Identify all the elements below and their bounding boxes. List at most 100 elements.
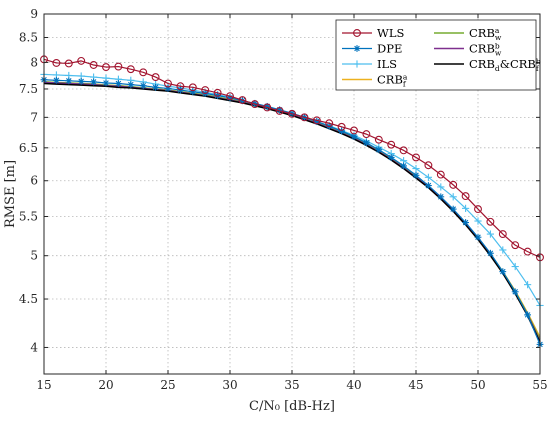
y-tick-label: 6.5	[19, 141, 38, 155]
y-tick-label: 4.5	[19, 292, 38, 306]
y-axis-ticks: 4 4.5 5 5.5 6 6.5 7 7.5 8 8.5 9	[19, 7, 540, 354]
data-point	[387, 154, 395, 161]
legend-box	[335, 19, 537, 91]
data-point	[474, 233, 482, 241]
data-point	[524, 311, 531, 319]
x-tick-label: 35	[284, 378, 299, 392]
data-point	[176, 82, 185, 91]
data-point	[449, 205, 457, 213]
data-point	[238, 96, 247, 105]
data-point	[90, 78, 97, 86]
legend-label: ILS	[377, 57, 397, 71]
data-point	[462, 219, 469, 226]
data-point	[387, 140, 396, 149]
y-tick-label: 4	[30, 340, 38, 354]
y-tick-label: 5.5	[19, 210, 38, 224]
x-axis-label: C/N₀ [dB-Hz]	[249, 399, 335, 414]
data-point	[300, 113, 309, 122]
legend-label: WLS	[377, 26, 404, 40]
data-point	[350, 126, 358, 135]
data-point	[375, 146, 383, 154]
data-point	[449, 193, 457, 201]
data-point	[363, 139, 370, 147]
y-tick-label: 9	[30, 7, 38, 21]
y-tick-label: 8.5	[19, 31, 38, 45]
data-point	[424, 161, 433, 170]
data-point	[325, 119, 334, 128]
series-lines	[40, 55, 544, 348]
y-tick-label: 6	[30, 174, 38, 188]
data-point	[449, 180, 458, 189]
data-point	[487, 249, 494, 257]
data-point	[188, 83, 197, 92]
data-point	[201, 86, 210, 95]
data-point	[312, 116, 321, 125]
data-point	[437, 193, 445, 201]
data-point	[151, 73, 160, 82]
data-point	[139, 82, 147, 90]
legend-item-2: ILS	[342, 57, 397, 71]
x-tick-label: 25	[160, 378, 175, 392]
data-point	[486, 217, 495, 226]
data-point	[437, 183, 445, 191]
data-point	[102, 79, 110, 87]
legend-label: DPE	[377, 42, 402, 56]
data-point	[511, 241, 520, 250]
legend-item-1: DPE	[342, 42, 402, 56]
data-point	[399, 146, 408, 155]
x-tick-label: 45	[408, 378, 423, 392]
data-point	[89, 61, 98, 69]
data-point	[77, 56, 86, 65]
y-axis-label: RMSE [m]	[3, 160, 18, 228]
data-point	[461, 192, 470, 201]
data-point	[412, 164, 420, 173]
x-tick-label: 30	[222, 378, 237, 392]
series-line	[43, 58, 541, 258]
data-point	[127, 81, 135, 89]
x-tick-label: 50	[470, 378, 485, 392]
data-point	[250, 100, 259, 108]
data-point	[77, 77, 85, 85]
x-tick-label: 55	[532, 378, 547, 392]
data-point	[436, 170, 445, 179]
data-point	[126, 65, 135, 74]
legend-marker	[353, 60, 361, 68]
data-point	[65, 77, 73, 85]
data-point	[462, 204, 470, 212]
data-point	[400, 162, 407, 170]
data-point	[486, 230, 494, 238]
data-point	[64, 59, 73, 68]
x-tick-label: 40	[346, 378, 361, 392]
data-point	[164, 79, 172, 88]
data-point	[499, 246, 507, 254]
data-point	[412, 153, 420, 162]
y-tick-label: 8	[30, 55, 38, 69]
series-0	[40, 55, 544, 262]
data-point	[511, 288, 519, 296]
data-point	[362, 130, 371, 139]
data-point	[213, 88, 222, 97]
data-point	[102, 63, 110, 72]
data-point	[499, 268, 507, 276]
data-point	[139, 68, 148, 77]
y-tick-label: 7	[30, 110, 38, 124]
data-point	[152, 83, 159, 91]
x-tick-label: 15	[36, 378, 51, 392]
data-point	[474, 205, 482, 214]
data-point	[425, 182, 432, 189]
legend-item-0: WLS	[342, 26, 404, 40]
data-point	[474, 217, 482, 225]
legend-marker	[353, 29, 361, 37]
data-point	[523, 247, 532, 256]
y-tick-label: 5	[30, 249, 38, 263]
x-axis-ticks: 15 20 25 30 35 40 45 50 55	[36, 14, 548, 392]
data-point	[498, 230, 507, 239]
